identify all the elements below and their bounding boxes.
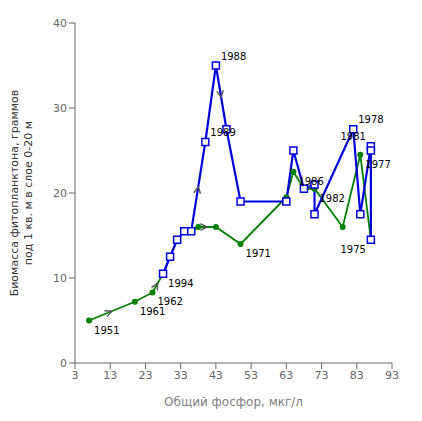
svg-text:1971: 1971 <box>246 248 271 259</box>
svg-text:3: 3 <box>72 369 79 382</box>
svg-text:23: 23 <box>138 369 152 382</box>
svg-text:20: 20 <box>53 187 67 200</box>
svg-text:1962: 1962 <box>157 296 182 307</box>
svg-text:30: 30 <box>53 102 67 115</box>
svg-text:1986: 1986 <box>298 176 323 187</box>
svg-text:93: 93 <box>385 369 399 382</box>
svg-text:53: 53 <box>244 369 258 382</box>
svg-text:Общий фосфор, мкг/л: Общий фосфор, мкг/л <box>164 395 303 409</box>
svg-text:1978: 1978 <box>358 114 383 125</box>
svg-text:1951: 1951 <box>94 325 119 336</box>
svg-text:83: 83 <box>350 369 364 382</box>
svg-text:73: 73 <box>315 369 329 382</box>
svg-text:1988: 1988 <box>221 51 246 62</box>
svg-text:10: 10 <box>53 272 67 285</box>
svg-text:63: 63 <box>279 369 293 382</box>
svg-text:1981: 1981 <box>340 131 365 142</box>
svg-text:13: 13 <box>103 369 117 382</box>
svg-text:1994: 1994 <box>168 278 193 289</box>
svg-text:1961: 1961 <box>139 305 166 317</box>
svg-text:1975: 1975 <box>340 244 365 255</box>
svg-text:1977: 1977 <box>365 159 390 170</box>
svg-text:33: 33 <box>174 369 188 382</box>
svg-text:0: 0 <box>60 357 67 370</box>
svg-text:1982: 1982 <box>320 193 345 204</box>
svg-text:43: 43 <box>209 369 223 382</box>
svg-text:40: 40 <box>53 17 67 30</box>
svg-text:1989: 1989 <box>210 127 235 138</box>
svg-text:Биомасса фитопланктона, граммо: Биомасса фитопланктона, граммовпод 1 кв.… <box>8 90 34 297</box>
